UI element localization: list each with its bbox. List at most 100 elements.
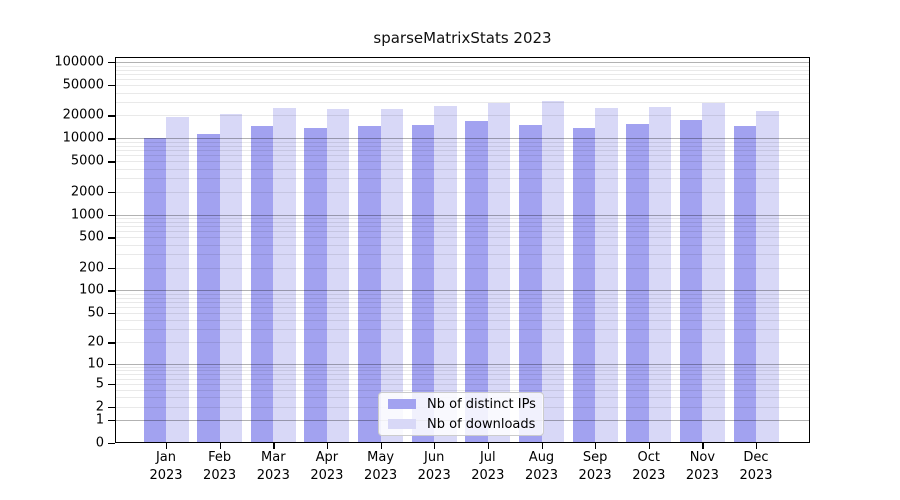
gridline-minor xyxy=(115,267,810,269)
gridline-minor xyxy=(115,254,810,256)
legend-item: Nb of distinct IPs xyxy=(388,397,543,412)
bar-distinct-ips-jan xyxy=(143,137,166,443)
y-tick-mark xyxy=(108,85,115,87)
gridline-minor xyxy=(115,102,810,103)
x-tick-label-feb: Feb 2023 xyxy=(188,449,252,485)
bar-distinct-ips-jul xyxy=(465,120,488,443)
y-tick-mark xyxy=(108,237,115,239)
x-label-month: Jul xyxy=(479,450,496,465)
x-label-year: 2023 xyxy=(203,468,237,483)
gridline-major xyxy=(115,138,810,140)
gridline-minor xyxy=(115,79,810,81)
gridline-minor xyxy=(115,370,810,372)
gridline-minor xyxy=(115,221,810,223)
gridline-minor xyxy=(115,378,810,380)
x-tick-label-jun: Jun 2023 xyxy=(402,449,466,485)
gridline-minor xyxy=(115,366,810,368)
y-tick-mark xyxy=(108,62,115,64)
y-tick-label: 200 xyxy=(79,260,104,276)
y-tick-label: 2000 xyxy=(70,184,104,200)
x-tick-label-dec: Dec 2023 xyxy=(724,449,788,485)
x-label-month: Mar xyxy=(261,450,286,465)
x-label-year: 2023 xyxy=(685,468,719,483)
gridline-minor xyxy=(115,329,810,331)
bar-distinct-ips-dec xyxy=(733,126,756,443)
gridline-minor xyxy=(115,141,810,143)
x-label-year: 2023 xyxy=(310,468,344,483)
x-tick-mark xyxy=(487,443,490,449)
x-tick-mark xyxy=(434,443,436,449)
legend-label: Nb of distinct IPs xyxy=(427,396,536,412)
gridline-minor xyxy=(115,237,810,239)
x-tick-label-may: May 2023 xyxy=(349,449,413,485)
bar-downloads-dec xyxy=(756,110,779,443)
bar-distinct-ips-feb xyxy=(197,133,220,443)
gridline-minor xyxy=(115,389,810,391)
bar-distinct-ips-mar xyxy=(250,125,274,443)
gridline-major xyxy=(115,363,810,365)
x-label-month: Feb xyxy=(208,450,232,465)
bar-distinct-ips-sep xyxy=(572,127,596,443)
x-tick-label-jul: Jul 2023 xyxy=(456,449,520,485)
y-tick-mark xyxy=(108,420,115,422)
y-tick-label: 50 xyxy=(87,305,104,321)
gridline-minor xyxy=(115,65,810,67)
bar-distinct-ips-aug xyxy=(519,125,542,443)
y-tick-mark xyxy=(108,161,115,163)
x-tick-mark xyxy=(380,443,382,449)
y-tick-label: 5 xyxy=(95,376,104,392)
y-tick-label: 2 xyxy=(95,399,104,415)
gridline-major xyxy=(115,214,810,216)
gridline-minor xyxy=(115,74,810,75)
gridline-minor xyxy=(115,302,810,303)
gridline-minor xyxy=(115,145,810,147)
gridline-minor xyxy=(115,161,810,163)
gridline-minor xyxy=(115,244,810,246)
y-tick-label: 5000 xyxy=(70,153,104,169)
legend-label: Nb of downloads xyxy=(427,416,536,432)
x-label-year: 2023 xyxy=(149,468,183,483)
y-tick-mark xyxy=(108,342,115,344)
bar-downloads-sep xyxy=(595,108,618,443)
bar-distinct-ips-oct xyxy=(626,124,649,443)
gridline-minor xyxy=(115,342,810,344)
gridline-major xyxy=(115,290,810,292)
x-tick-mark xyxy=(219,443,221,449)
gridline-major xyxy=(115,62,810,64)
grid-layer xyxy=(115,57,810,443)
y-tick-mark xyxy=(108,363,115,365)
x-tick-mark xyxy=(756,443,758,449)
gridline-minor xyxy=(115,231,810,233)
gridline-minor xyxy=(115,297,810,299)
x-label-month: Oct xyxy=(637,450,661,465)
y-tick-label: 20000 xyxy=(62,107,104,123)
x-label-year: 2023 xyxy=(471,468,505,483)
x-label-month: Apr xyxy=(315,450,339,465)
gridline-minor xyxy=(115,178,810,180)
gridline-minor xyxy=(115,191,810,193)
y-tick-mark xyxy=(108,214,115,216)
bar-downloads-jan xyxy=(166,116,189,443)
x-label-year: 2023 xyxy=(417,468,451,483)
y-tick-label: 1000 xyxy=(70,207,104,222)
legend-item: Nb of downloads xyxy=(388,417,543,432)
x-label-month: Jan xyxy=(155,450,177,465)
y-tick-mark xyxy=(108,443,115,445)
y-tick-mark xyxy=(108,312,115,315)
bar-distinct-ips-jun xyxy=(411,125,435,443)
bar-downloads-aug xyxy=(541,100,564,443)
gridline-minor xyxy=(115,168,810,170)
bar-downloads-jun xyxy=(434,106,457,443)
x-tick-mark xyxy=(541,443,543,449)
x-tick-label-oct: Oct 2023 xyxy=(617,449,681,485)
bar-downloads-nov xyxy=(702,102,725,443)
gridline-minor xyxy=(115,307,810,308)
gridline-minor xyxy=(115,218,810,219)
gridline-minor xyxy=(115,150,810,152)
y-tick-label: 1 xyxy=(95,412,104,428)
x-tick-mark xyxy=(648,443,651,449)
x-label-month: Sep xyxy=(582,450,608,465)
x-tick-mark xyxy=(326,443,329,449)
legend: Nb of distinct IPs Nb of downloads xyxy=(378,392,544,436)
bar-downloads-feb xyxy=(219,114,243,443)
